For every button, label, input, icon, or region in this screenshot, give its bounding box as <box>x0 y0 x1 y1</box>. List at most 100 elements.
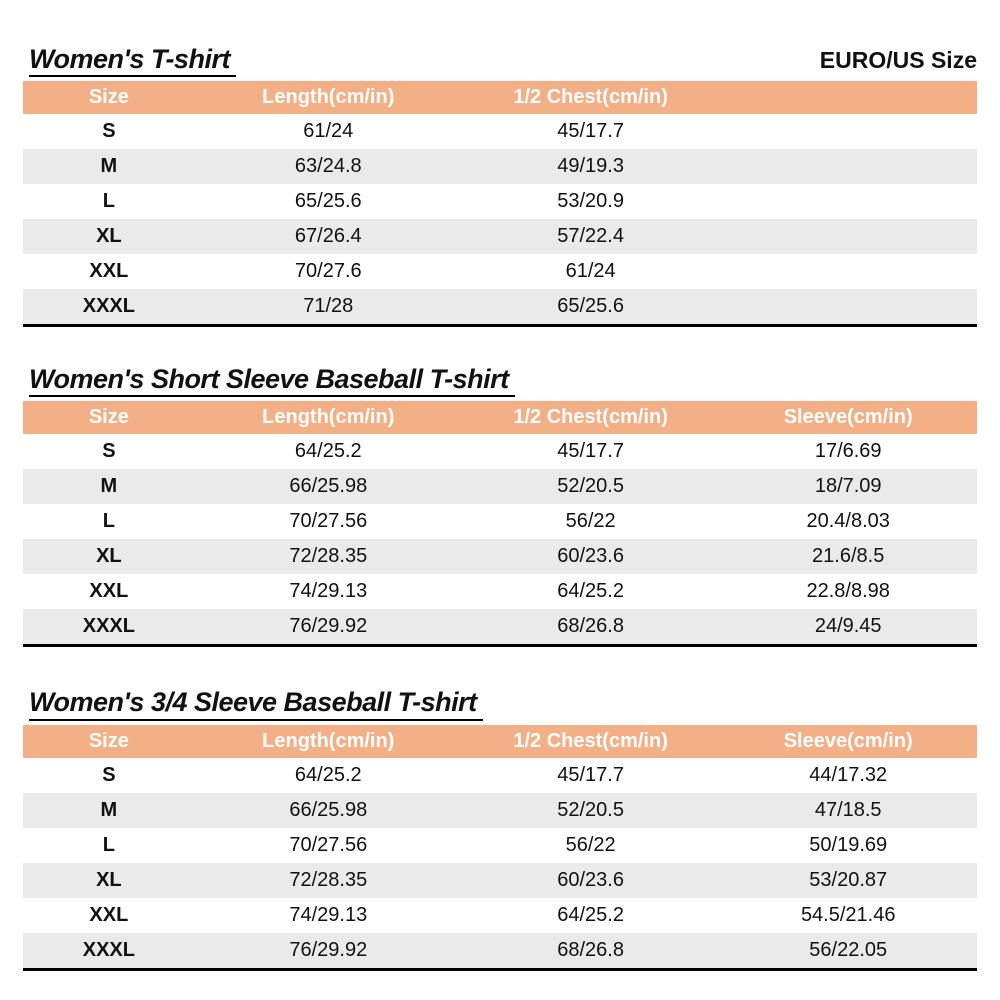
value-cell: 56/22 <box>565 833 616 856</box>
table-row: M 66/25.98 52/20.5 18/7.09 <box>23 469 977 505</box>
value-cell: 18/7.09 <box>814 475 882 498</box>
section-spacer <box>23 327 977 364</box>
section-three-quarter-sleeve-baseball: Women's 3/4 Sleeve Baseball T-shirt Size… <box>23 687 977 971</box>
size-cell: M <box>100 155 118 178</box>
table-row: S 61/24 45/17.7 <box>23 114 977 149</box>
column-header: Sleeve(cm/in) <box>719 401 977 435</box>
column-header: 1/2 Chest(cm/in) <box>461 81 720 115</box>
value-cell: 65/25.6 <box>294 190 362 213</box>
section-title-short-sleeve-baseball: Women's Short Sleeve Baseball T-shirt <box>29 364 515 398</box>
value-cell: 50/19.69 <box>809 833 888 856</box>
value-cell: 24/9.45 <box>814 615 882 638</box>
value-cell: 60/23.6 <box>557 545 624 568</box>
value-cell: 70/27.6 <box>294 260 362 283</box>
table-row: M 63/24.8 49/19.3 <box>23 149 977 185</box>
value-cell: 68/26.8 <box>557 938 624 961</box>
section-head: Women's T-shirt EURO/US Size <box>29 44 977 78</box>
value-cell <box>719 219 977 254</box>
value-cell: 66/25.98 <box>289 475 368 498</box>
value-cell: 45/17.7 <box>557 763 624 786</box>
table-row: L 70/27.56 56/22 50/19.69 <box>23 828 977 863</box>
table-row: XXXL 76/29.92 68/26.8 56/22.05 <box>23 932 977 970</box>
column-header: Sleeve(cm/in) <box>719 724 977 758</box>
value-cell: 66/25.98 <box>289 798 368 821</box>
size-table-three-quarter-sleeve-baseball: Size Length(cm/in) 1/2 Chest(cm/in) Sleeve(… <box>23 724 977 971</box>
table-row: XXL 74/29.13 64/25.2 22.8/8.98 <box>23 574 977 609</box>
value-cell: 52/20.5 <box>557 475 624 498</box>
section-spacer <box>23 647 977 687</box>
size-cell: S <box>102 763 116 786</box>
header-row: Size Length(cm/in) 1/2 Chest(cm/in) Sleeve(… <box>23 724 977 758</box>
size-table-short-sleeve-baseball: Size Length(cm/in) 1/2 Chest(cm/in) Sleeve(… <box>23 401 977 648</box>
value-cell: 63/24.8 <box>294 155 362 178</box>
size-cell: L <box>102 510 115 533</box>
value-cell: 72/28.35 <box>289 545 368 568</box>
table-row: M 66/25.98 52/20.5 47/18.5 <box>23 792 977 828</box>
value-cell: 45/17.7 <box>557 120 624 143</box>
value-cell: 64/25.2 <box>557 580 624 603</box>
column-header: Size <box>23 401 195 435</box>
section-head: Women's 3/4 Sleeve Baseball T-shirt <box>29 687 977 721</box>
value-cell: 60/23.6 <box>557 868 624 891</box>
size-cell: L <box>102 833 115 856</box>
value-cell: 45/17.7 <box>557 440 624 463</box>
size-cell: XXL <box>89 580 129 603</box>
value-cell: 76/29.92 <box>289 615 368 638</box>
value-cell: 56/22 <box>565 510 616 533</box>
value-cell <box>719 114 977 149</box>
value-cell: 17/6.69 <box>814 440 882 463</box>
column-header: Size <box>23 81 195 115</box>
size-cell: XL <box>96 868 122 891</box>
value-cell: 49/19.3 <box>557 155 624 178</box>
column-header: Size <box>23 724 195 758</box>
column-header: 1/2 Chest(cm/in) <box>461 724 720 758</box>
size-cell: XL <box>96 545 122 568</box>
table-row: S 64/25.2 45/17.7 44/17.32 <box>23 758 977 793</box>
value-cell: 53/20.87 <box>809 868 888 891</box>
value-cell: 47/18.5 <box>814 798 882 821</box>
size-cell: XXL <box>89 903 129 926</box>
column-header: 1/2 Chest(cm/in) <box>461 401 720 435</box>
value-cell: 65/25.6 <box>557 295 624 318</box>
value-cell: 70/27.56 <box>289 510 368 533</box>
value-cell: 56/22.05 <box>809 938 888 961</box>
size-cell: S <box>102 440 116 463</box>
size-cell: XL <box>96 225 122 248</box>
table-row: XL 72/28.35 60/23.6 53/20.87 <box>23 862 977 898</box>
size-cell: XXXL <box>82 938 135 961</box>
value-cell: 22.8/8.98 <box>806 580 890 603</box>
table-row: L 70/27.56 56/22 20.4/8.03 <box>23 504 977 539</box>
value-cell: 76/29.92 <box>289 938 368 961</box>
column-header: Length(cm/in) <box>194 81 462 115</box>
table-row: XXL 74/29.13 64/25.2 54.5/21.46 <box>23 898 977 933</box>
value-cell: 68/26.8 <box>557 615 624 638</box>
section-head: Women's Short Sleeve Baseball T-shirt <box>29 364 977 398</box>
size-standard-label: EURO/US Size <box>819 46 977 73</box>
size-cell: S <box>102 120 116 143</box>
value-cell <box>719 289 977 326</box>
table-row: XXXL 71/28 65/25.6 <box>23 289 977 326</box>
header-row: Size Length(cm/in) 1/2 Chest(cm/in) <box>23 81 977 115</box>
value-cell: 53/20.9 <box>557 190 624 213</box>
value-cell: 52/20.5 <box>557 798 624 821</box>
value-cell: 64/25.2 <box>294 763 362 786</box>
value-cell <box>719 184 977 219</box>
size-cell: L <box>102 190 115 213</box>
size-table-womens-tshirt: Size Length(cm/in) 1/2 Chest(cm/in) S 61/24 4… <box>23 81 977 328</box>
column-header <box>719 81 977 115</box>
table-row: XL 67/26.4 57/22.4 <box>23 219 977 255</box>
value-cell <box>719 254 977 289</box>
header-row: Size Length(cm/in) 1/2 Chest(cm/in) Sleeve(… <box>23 401 977 435</box>
table-row: XL 72/28.35 60/23.6 21.6/8.5 <box>23 539 977 575</box>
table-row: S 64/25.2 45/17.7 17/6.69 <box>23 434 977 469</box>
table-row: L 65/25.6 53/20.9 <box>23 184 977 219</box>
value-cell <box>719 149 977 184</box>
table-row: XXXL 76/29.92 68/26.8 24/9.45 <box>23 609 977 646</box>
value-cell: 20.4/8.03 <box>806 510 890 533</box>
value-cell: 67/26.4 <box>294 225 362 248</box>
value-cell: 44/17.32 <box>809 763 888 786</box>
value-cell: 70/27.56 <box>289 833 368 856</box>
size-cell: M <box>100 798 118 821</box>
section-short-sleeve-baseball: Women's Short Sleeve Baseball T-shirt Si… <box>23 364 977 648</box>
size-cell: XXXL <box>82 615 135 638</box>
